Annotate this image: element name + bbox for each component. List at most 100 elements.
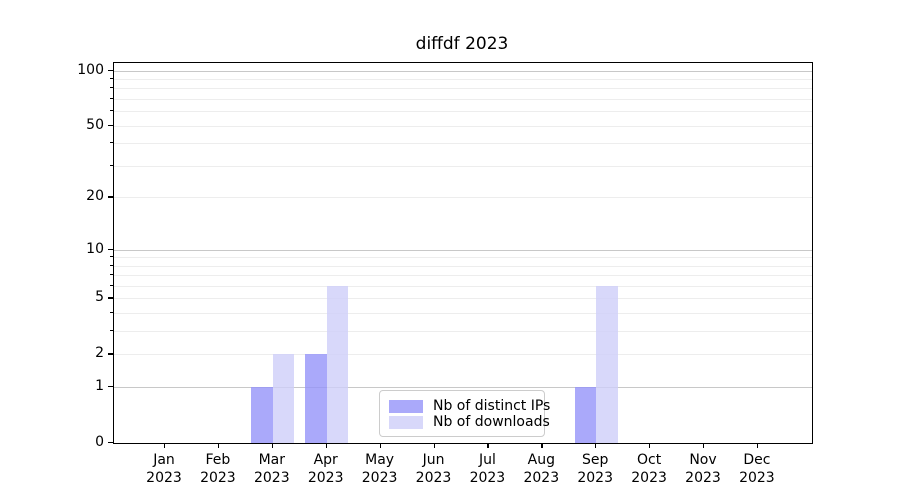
gridline-minor xyxy=(114,313,812,315)
x-tick-month: Dec xyxy=(743,452,771,468)
x-tick-mark xyxy=(379,443,381,448)
y-minor-tick-mark xyxy=(110,297,113,299)
gridline-minor xyxy=(114,257,812,259)
gridline-minor xyxy=(114,79,812,81)
x-tick-year: 2023 xyxy=(631,469,667,486)
gridline-minor xyxy=(114,111,812,113)
y-minor-tick-mark xyxy=(110,164,113,166)
x-tick-year: 2023 xyxy=(577,469,613,486)
y-tick-mark xyxy=(108,248,113,250)
gridline-minor xyxy=(114,265,812,267)
x-tick-mark xyxy=(325,443,327,448)
chart-title: diffdf 2023 xyxy=(415,34,509,54)
y-tick-label: 50 xyxy=(86,116,104,133)
y-minor-tick-mark xyxy=(110,256,113,258)
bar-distinct-ips-sep xyxy=(574,387,597,443)
legend-swatch-downloads xyxy=(389,415,423,429)
legend-item-distinct-ips: Nb of distinct IPs xyxy=(389,398,550,414)
legend: Nb of distinct IPs Nb of downloads xyxy=(379,390,550,437)
x-tick-label: Apr 2023 xyxy=(298,452,354,487)
gridline-minor xyxy=(114,354,812,356)
bar-distinct-ips-apr xyxy=(305,354,327,443)
x-tick-month: Feb xyxy=(205,452,231,468)
x-tick-year: 2023 xyxy=(146,469,182,486)
gridline-minor xyxy=(114,331,812,333)
x-tick-year: 2023 xyxy=(685,469,721,486)
y-minor-tick-mark xyxy=(110,353,113,355)
y-minor-tick-mark xyxy=(110,330,113,332)
x-tick-month: Oct xyxy=(636,452,662,468)
gridline-minor xyxy=(114,275,812,277)
y-tick-mark xyxy=(108,69,113,71)
legend-swatch-distinct-ips xyxy=(389,399,423,413)
x-tick-year: 2023 xyxy=(253,469,290,486)
bar-downloads-mar xyxy=(272,354,295,443)
bar-downloads-apr xyxy=(326,285,349,443)
y-minor-tick-mark xyxy=(110,78,113,80)
y-minor-tick-mark xyxy=(110,312,113,314)
y-minor-tick-mark xyxy=(110,284,113,286)
x-tick-month: Aug xyxy=(527,452,555,468)
gridline-minor xyxy=(114,285,812,287)
y-tick-label: 1 xyxy=(95,378,104,395)
x-tick-label: May 2023 xyxy=(352,452,408,487)
gridline-minor xyxy=(114,88,812,90)
gridline-major xyxy=(114,70,812,72)
y-tick-mark xyxy=(108,442,113,444)
x-tick-label: Jan 2023 xyxy=(136,452,192,487)
x-tick-month: May xyxy=(365,452,395,468)
y-minor-tick-mark xyxy=(110,124,113,126)
gridline-minor xyxy=(114,125,812,127)
legend-label-downloads: Nb of downloads xyxy=(433,414,550,430)
y-tick-label: 100 xyxy=(77,61,104,78)
x-tick-year: 2023 xyxy=(415,469,452,486)
x-tick-label: Aug 2023 xyxy=(513,452,569,487)
x-tick-mark xyxy=(703,443,705,448)
x-tick-month: Apr xyxy=(313,452,338,468)
y-minor-tick-mark xyxy=(110,110,113,112)
plot-area: Nb of distinct IPs Nb of downloads xyxy=(113,62,813,444)
x-tick-label: Oct 2023 xyxy=(621,452,677,487)
legend-item-downloads: Nb of downloads xyxy=(389,414,550,430)
y-tick-mark xyxy=(108,386,113,388)
x-tick-mark xyxy=(164,443,166,448)
y-tick-label: 10 xyxy=(86,240,104,257)
x-tick-label: Nov 2023 xyxy=(675,452,731,487)
gridline-major xyxy=(114,387,812,389)
bar-distinct-ips-mar xyxy=(251,387,273,443)
y-minor-tick-mark xyxy=(110,264,113,266)
x-tick-year: 2023 xyxy=(200,469,236,486)
x-tick-mark xyxy=(217,443,220,448)
x-tick-year: 2023 xyxy=(469,469,506,486)
x-tick-mark xyxy=(595,443,597,448)
x-tick-month: Jun xyxy=(422,452,445,468)
gridline-minor xyxy=(114,143,812,145)
x-tick-label: Feb 2023 xyxy=(190,452,246,487)
y-minor-tick-mark xyxy=(110,196,113,198)
x-tick-mark xyxy=(433,443,435,448)
x-tick-year: 2023 xyxy=(361,469,398,486)
y-tick-label: 20 xyxy=(86,188,104,205)
y-minor-tick-mark xyxy=(110,98,113,100)
gridline-minor xyxy=(114,99,812,101)
legend-label-distinct-ips: Nb of distinct IPs xyxy=(433,398,551,414)
y-minor-tick-mark xyxy=(110,87,113,89)
x-tick-mark xyxy=(271,443,274,448)
x-tick-month: Jul xyxy=(478,452,496,468)
x-tick-label: Mar 2023 xyxy=(244,452,300,487)
x-tick-year: 2023 xyxy=(307,469,344,486)
x-tick-label: Dec 2023 xyxy=(729,452,785,487)
y-tick-label: 0 xyxy=(95,434,104,450)
x-tick-month: Nov xyxy=(689,452,717,468)
x-tick-month: Sep xyxy=(581,452,609,468)
gridline-major xyxy=(114,249,812,251)
y-tick-label: 2 xyxy=(95,345,104,362)
y-minor-tick-mark xyxy=(110,274,113,276)
x-tick-mark xyxy=(541,443,543,448)
x-tick-mark xyxy=(487,443,489,448)
gridline-minor xyxy=(114,298,812,300)
y-minor-tick-mark xyxy=(110,142,113,144)
gridline-minor xyxy=(114,165,812,167)
bar-downloads-sep xyxy=(596,285,618,443)
